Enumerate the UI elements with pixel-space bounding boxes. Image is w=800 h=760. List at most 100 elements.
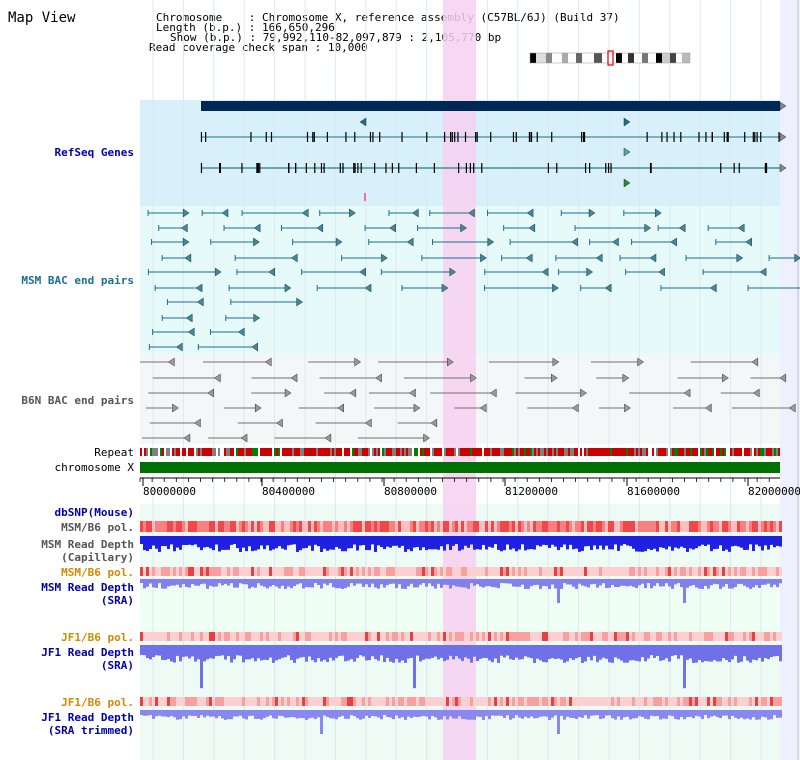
depth-bar xyxy=(647,710,650,720)
polymorphism-cell xyxy=(707,567,710,576)
depth-bar xyxy=(272,645,275,663)
depth-bar xyxy=(167,536,170,550)
depth-bar xyxy=(320,536,323,552)
polymorphism-cell xyxy=(380,697,383,706)
depth-bar xyxy=(569,645,572,659)
depth-bar xyxy=(347,579,350,587)
depth-bar xyxy=(446,710,449,720)
polymorphism-cell xyxy=(326,697,329,706)
depth-bar xyxy=(521,710,524,719)
track-label-dbsnp[interactable]: dbSNP(Mouse) xyxy=(54,506,134,519)
chromosome-track[interactable] xyxy=(140,462,780,473)
polymorphism-cell xyxy=(359,632,362,641)
depth-bar xyxy=(347,536,350,549)
polymorphism-cell xyxy=(527,697,530,706)
polymorphism-cell xyxy=(653,697,656,706)
polymorphism-cell xyxy=(488,567,491,576)
depth-bar xyxy=(611,536,614,550)
polymorphism-cell xyxy=(695,632,698,641)
track-label-msm-b6-pol-1[interactable]: MSM/B6 pol. xyxy=(61,521,134,534)
polymorphism-tracks[interactable] xyxy=(140,521,782,706)
track-label-msm-depth-sra[interactable]: MSM Read Depth (SRA) xyxy=(41,581,134,607)
polymorphism-cell xyxy=(326,632,329,641)
b6n-bac-end-pairs-track[interactable] xyxy=(140,357,796,443)
polymorphism-cell xyxy=(311,632,314,641)
polymorphism-cell xyxy=(710,697,713,706)
track-label-jf1-depth-sra[interactable]: JF1 Read Depth (SRA) xyxy=(41,646,134,672)
polymorphism-cell xyxy=(347,697,350,706)
depth-bar xyxy=(755,645,758,661)
depth-bar xyxy=(269,645,272,658)
polymorphism-cell xyxy=(581,632,584,641)
repeat-segment xyxy=(554,448,556,456)
depth-bar xyxy=(491,645,494,663)
polymorphism-cell xyxy=(284,567,287,576)
refseq-genes-track[interactable] xyxy=(200,101,787,201)
depth-bar xyxy=(626,645,629,663)
track-label-msm-b6-pol-2[interactable]: MSM/B6 pol. xyxy=(61,566,134,579)
repeat-segment xyxy=(290,448,292,456)
polymorphism-cell xyxy=(641,697,644,706)
depth-bar xyxy=(395,579,398,589)
repeat-segment xyxy=(630,448,632,456)
depth-bar xyxy=(239,645,242,656)
polymorphism-cell xyxy=(413,632,416,641)
depth-bar xyxy=(755,536,758,545)
polymorphism-cell xyxy=(437,567,440,576)
track-label-msm-depth-capillary[interactable]: MSM Read Depth (Capillary) xyxy=(41,538,134,564)
depth-bar xyxy=(446,579,449,585)
depth-bar xyxy=(752,710,755,718)
polymorphism-cell xyxy=(635,521,638,532)
chromosome-ideogram[interactable] xyxy=(529,50,691,66)
polymorphism-cell xyxy=(173,521,176,532)
track-label-jf1-b6-pol-2[interactable]: JF1/B6 pol. xyxy=(61,696,134,709)
depth-bar xyxy=(284,710,287,718)
depth-bar xyxy=(152,579,155,588)
depth-bar xyxy=(563,710,566,720)
polymorphism-cell xyxy=(269,697,272,706)
track-label-b6n-bac[interactable]: B6N BAC end pairs xyxy=(21,394,134,407)
polymorphism-cell xyxy=(287,632,290,641)
b6n-end-marker xyxy=(489,388,497,398)
read-depth-tracks[interactable] xyxy=(140,536,782,734)
polymorphism-cell xyxy=(521,697,524,706)
b6n-end-marker xyxy=(683,388,691,398)
track-label-refseq-genes[interactable]: RefSeq Genes xyxy=(54,146,134,159)
track-label-msm-bac[interactable]: MSM BAC end pairs xyxy=(21,274,134,287)
depth-bar xyxy=(320,579,323,589)
depth-bar xyxy=(215,645,218,656)
depth-bar xyxy=(536,645,539,659)
repeat-segment xyxy=(774,448,776,456)
depth-bar xyxy=(776,579,779,588)
polymorphism-cell xyxy=(494,632,497,641)
depth-bar xyxy=(518,645,521,660)
depth-bar xyxy=(302,579,305,589)
bac-end-marker xyxy=(541,267,549,277)
depth-bar xyxy=(269,536,272,551)
polymorphism-cell xyxy=(728,697,731,706)
repeat-segment xyxy=(538,448,540,456)
depth-bar xyxy=(572,579,575,587)
depth-bar xyxy=(410,645,413,658)
polymorphism-cell xyxy=(479,567,482,576)
depth-bar xyxy=(458,710,461,717)
depth-bar xyxy=(305,536,308,548)
polymorphism-cell xyxy=(644,521,647,532)
polymorphism-cell xyxy=(689,567,692,576)
repeat-track[interactable] xyxy=(140,448,780,456)
track-label-jf1-b6-pol-1[interactable]: JF1/B6 pol. xyxy=(61,631,134,644)
gene-main-bar xyxy=(201,101,780,111)
repeat-segment xyxy=(378,448,380,456)
depth-bar xyxy=(524,645,527,657)
polymorphism-cell xyxy=(515,632,518,641)
msm-bac-end-pairs-track[interactable] xyxy=(147,208,800,352)
polymorphism-cell xyxy=(365,567,368,576)
repeat-segment xyxy=(638,448,640,456)
b6n-end-marker xyxy=(172,403,179,413)
depth-bar xyxy=(326,645,329,662)
track-label-jf1-depth-trimmed[interactable]: JF1 Read Depth (SRA trimmed) xyxy=(41,711,134,737)
repeat-segment xyxy=(530,448,532,456)
polymorphism-cell xyxy=(542,632,545,641)
depth-bar xyxy=(335,710,338,720)
depth-bar xyxy=(674,579,677,585)
